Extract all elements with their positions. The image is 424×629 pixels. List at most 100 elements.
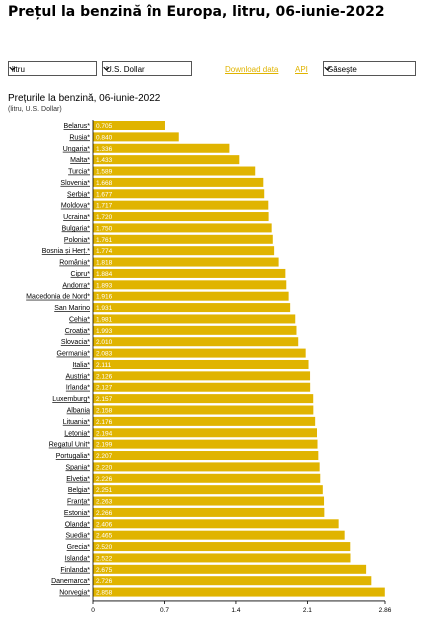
category-label[interactable]: Ungaria* bbox=[63, 146, 91, 153]
category-label[interactable]: Belarus* bbox=[64, 123, 91, 130]
search-country-select[interactable]: Găseşte bbox=[323, 61, 416, 76]
bar[interactable] bbox=[93, 132, 179, 142]
bar[interactable] bbox=[93, 348, 306, 358]
value-label: 2.194 bbox=[96, 430, 113, 437]
bar[interactable] bbox=[93, 325, 297, 335]
category-label[interactable]: Lituania* bbox=[63, 419, 91, 426]
bar[interactable] bbox=[93, 246, 275, 256]
bar[interactable] bbox=[93, 564, 367, 574]
category-label[interactable]: Estonia* bbox=[64, 510, 90, 517]
value-label: 1.717 bbox=[96, 203, 113, 210]
category-label[interactable]: Luxemburg* bbox=[52, 396, 90, 403]
bar[interactable] bbox=[93, 473, 321, 483]
category-label[interactable]: Spania* bbox=[65, 464, 90, 471]
bar[interactable] bbox=[93, 371, 311, 381]
value-label: 1.981 bbox=[96, 316, 113, 323]
bar[interactable] bbox=[93, 519, 339, 529]
category-label[interactable]: Albania bbox=[67, 408, 90, 415]
category-label[interactable]: Islanda* bbox=[65, 555, 91, 562]
value-label: 2.726 bbox=[96, 578, 113, 585]
bar[interactable] bbox=[93, 530, 345, 540]
category-label[interactable]: România* bbox=[59, 260, 90, 267]
value-label: 2.157 bbox=[96, 396, 113, 403]
bar[interactable] bbox=[93, 507, 325, 517]
bar[interactable] bbox=[93, 337, 299, 347]
category-label[interactable]: Belgia* bbox=[68, 487, 90, 494]
category-label[interactable]: Grecia* bbox=[67, 544, 91, 551]
category-label[interactable]: Franța* bbox=[67, 499, 90, 506]
category-label[interactable]: Cipru* bbox=[71, 271, 91, 278]
bar[interactable] bbox=[93, 200, 269, 210]
bar[interactable] bbox=[93, 542, 351, 552]
bar[interactable] bbox=[93, 303, 291, 313]
bar[interactable] bbox=[93, 451, 319, 461]
bar[interactable] bbox=[93, 359, 309, 369]
bar[interactable] bbox=[93, 291, 289, 301]
category-label[interactable]: Norvegia* bbox=[59, 590, 90, 597]
category-label[interactable]: Slovacia* bbox=[61, 339, 90, 346]
category-label[interactable]: Elveția* bbox=[66, 476, 90, 483]
category-label[interactable]: Finlanda* bbox=[60, 567, 90, 574]
category-label[interactable]: Austria* bbox=[65, 373, 90, 380]
bar[interactable] bbox=[93, 462, 320, 472]
bar[interactable] bbox=[93, 121, 165, 130]
category-label[interactable]: Irlanda* bbox=[66, 385, 90, 392]
download-data-link[interactable]: Download data bbox=[225, 65, 279, 74]
bar[interactable] bbox=[93, 234, 273, 244]
bar[interactable] bbox=[93, 223, 272, 233]
bar[interactable] bbox=[93, 439, 318, 449]
currency-select[interactable]: U.S. Dollar bbox=[102, 61, 192, 76]
category-label[interactable]: Moldova* bbox=[61, 203, 90, 210]
category-label[interactable]: Portugalia* bbox=[56, 453, 91, 460]
bar[interactable] bbox=[93, 177, 264, 187]
bar[interactable] bbox=[93, 212, 269, 222]
unit-select[interactable]: litru bbox=[8, 61, 97, 76]
category-label[interactable]: San Marino bbox=[54, 305, 90, 312]
value-label: 2.522 bbox=[96, 555, 113, 562]
category-label[interactable]: Malta* bbox=[70, 157, 90, 164]
bar[interactable] bbox=[93, 485, 323, 495]
api-link[interactable]: API bbox=[295, 65, 308, 74]
category-label[interactable]: Rusia* bbox=[69, 134, 90, 141]
bar[interactable] bbox=[93, 394, 314, 404]
category-label[interactable]: Italia* bbox=[72, 362, 90, 369]
bar[interactable] bbox=[93, 257, 279, 267]
bar[interactable] bbox=[93, 314, 296, 324]
category-label[interactable]: Croația* bbox=[65, 328, 91, 335]
category-label[interactable]: Macedonia de Nord* bbox=[26, 294, 90, 301]
value-label: 2.158 bbox=[96, 408, 113, 415]
category-label[interactable]: Polonia* bbox=[64, 237, 90, 244]
bar[interactable] bbox=[93, 587, 385, 597]
bar[interactable] bbox=[93, 428, 318, 438]
bar[interactable] bbox=[93, 268, 286, 278]
category-label[interactable]: Slovenia* bbox=[60, 180, 90, 187]
bar[interactable] bbox=[93, 382, 311, 392]
category-label[interactable]: Serbia* bbox=[67, 191, 90, 198]
category-label[interactable]: Ucraina* bbox=[63, 214, 90, 221]
value-label: 1.774 bbox=[96, 248, 113, 255]
bar[interactable] bbox=[93, 189, 265, 199]
category-label[interactable]: Danemarca* bbox=[51, 578, 90, 585]
value-label: 1.668 bbox=[96, 180, 113, 187]
bar[interactable] bbox=[93, 496, 325, 506]
unit-select-value: litru bbox=[12, 65, 25, 74]
category-label[interactable]: Bosnia și Herț.* bbox=[42, 248, 91, 255]
bar[interactable] bbox=[93, 405, 314, 415]
value-label: 1.589 bbox=[96, 169, 113, 176]
category-label[interactable]: Andorra* bbox=[62, 282, 90, 289]
category-label[interactable]: Germania* bbox=[57, 351, 91, 358]
category-label[interactable]: Suedia* bbox=[65, 533, 90, 540]
category-label[interactable]: Letonia* bbox=[64, 430, 90, 437]
category-label[interactable]: Cehia* bbox=[69, 316, 90, 323]
bar[interactable] bbox=[93, 143, 230, 153]
bar[interactable] bbox=[93, 576, 372, 586]
bar[interactable] bbox=[93, 553, 351, 563]
category-label[interactable]: Turcia* bbox=[68, 169, 90, 176]
bar[interactable] bbox=[93, 280, 287, 290]
bar[interactable] bbox=[93, 416, 316, 426]
category-label[interactable]: Bulgaria* bbox=[62, 225, 91, 232]
bar[interactable] bbox=[93, 166, 256, 176]
category-label[interactable]: Olanda* bbox=[65, 521, 91, 528]
bar[interactable] bbox=[93, 155, 240, 165]
category-label[interactable]: Regatul Unit* bbox=[49, 442, 91, 449]
